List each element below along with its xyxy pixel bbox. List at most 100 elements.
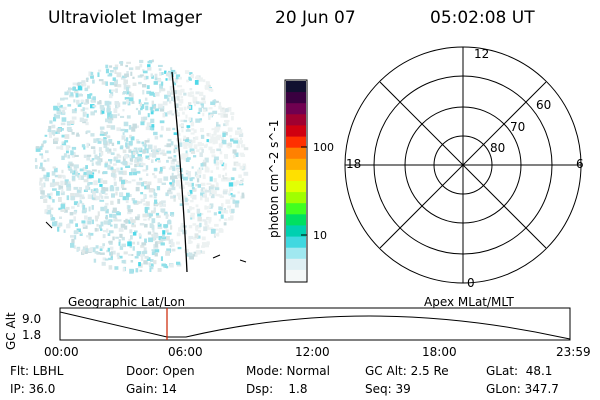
uv-pixel [105,202,109,206]
uv-pixel [162,152,167,156]
uv-pixel [172,127,176,131]
uv-pixel [79,199,82,204]
uv-pixel [223,163,228,167]
uv-pixel [128,149,132,153]
uv-pixel [178,107,183,111]
uv-pixel [149,91,155,96]
uv-pixel [201,97,206,101]
uv-pixel [40,183,45,188]
uv-pixel [116,72,122,78]
uv-pixel [199,222,202,228]
uv-pixel [123,79,128,84]
uv-pixel [137,214,141,218]
uv-pixel [151,124,155,128]
uv-pixel [190,91,194,94]
uv-pixel [118,155,122,159]
uv-pixel [146,257,151,261]
uv-pixel [160,88,166,91]
uv-pixel [114,218,118,222]
uv-pixel [180,186,185,189]
uv-pixel [227,127,233,132]
info-ip: IP: 36.0 [10,382,56,396]
uv-pixel [74,154,79,157]
uv-pixel [132,200,137,204]
uv-pixel [155,240,161,245]
uv-pixel [123,154,128,159]
uv-pixel [58,112,61,115]
uv-pixel [177,85,183,88]
uv-pixel [71,206,75,209]
uv-pixel [137,141,141,144]
uv-pixel [101,109,105,114]
uv-pixel [110,70,114,73]
uv-pixel [131,153,135,159]
uv-pixel [199,152,203,157]
uv-pixel [68,87,73,91]
uv-pixel [235,130,240,136]
uv-pixel [209,176,213,182]
uv-pixel [187,182,192,187]
uv-pixel [128,238,132,244]
uv-pixel [241,194,245,199]
uv-pixel [224,154,228,159]
uv-pixel [183,176,188,181]
uv-pixel [200,250,206,254]
uv-pixel [158,171,163,174]
uv-pixel [205,85,210,89]
uv-pixel [195,227,199,232]
uv-pixel [183,135,186,140]
polar-diagonal [379,81,547,249]
polar-label-6: 6 [576,157,584,171]
uv-pixel [128,97,134,102]
uv-pixel [177,246,182,250]
uv-pixel [147,144,153,150]
uv-pixel [208,115,211,120]
uv-pixel [222,190,228,195]
uv-pixel [161,72,164,75]
uv-pixel [200,182,206,186]
uv-pixel [218,143,223,148]
uv-pixel [178,138,182,143]
uv-pixel [118,242,121,246]
uv-pixel [64,179,69,184]
colorbar-unit-label: photon cm^-2 s^-1 [267,119,281,238]
uv-pixel [239,129,243,134]
uv-pixel [40,190,45,195]
uv-pixel [39,181,42,186]
uv-pixel [123,90,127,94]
uv-pixel [176,183,181,187]
uv-pixel [104,196,109,199]
uv-pixel [90,133,95,137]
uv-pixel [140,254,144,257]
uv-pixel [56,108,60,111]
uv-pixel [124,73,129,78]
uv-pixel [109,65,113,68]
uv-pixel [71,146,77,150]
uv-pixel [122,160,128,166]
uv-pixel [161,263,166,267]
info-mode: Mode: Normal [246,364,330,378]
uv-pixel [113,108,118,114]
uv-pixel [237,143,240,146]
uv-pixel [202,159,206,165]
uv-pixel [211,128,217,131]
uv-pixel [219,160,223,165]
uv-pixel [231,115,234,121]
uv-pixel [194,233,199,238]
uv-pixel [58,222,63,227]
colorbar-segment [286,158,306,171]
info-door: Door: Open [126,364,195,378]
uv-pixel [43,159,47,162]
uv-pixel [55,181,60,186]
uv-pixel [144,238,147,243]
uv-pixel [106,105,110,109]
uv-pixel [238,140,243,143]
uv-pixel [105,64,109,69]
uv-pixel [75,171,79,177]
uv-pixel [222,174,225,178]
uv-pixel [93,258,97,263]
uv-pixel [74,108,77,112]
uv-pixel [65,145,70,150]
uv-pixel [113,223,118,229]
uv-pixel [157,103,163,108]
